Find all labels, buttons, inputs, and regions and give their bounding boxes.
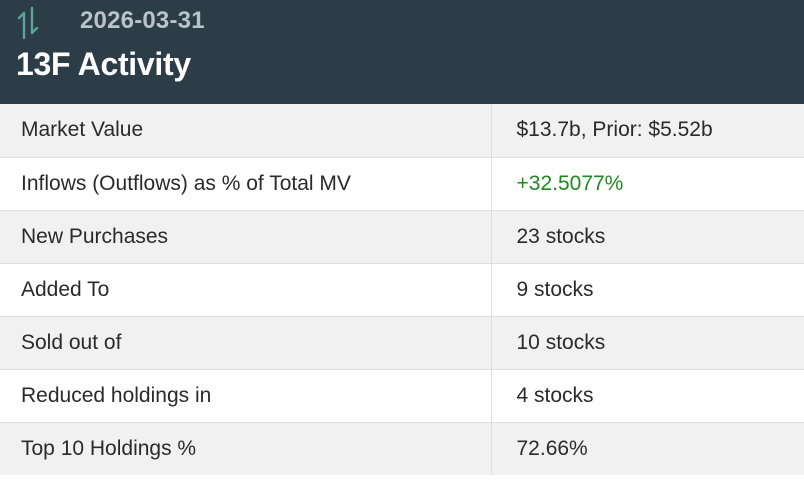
row-value: 9 stocks (491, 263, 804, 317)
row-label: Reduced holdings in (0, 369, 492, 423)
row-label: Sold out of (0, 316, 492, 370)
row-value: 72.66% (491, 422, 804, 475)
row-label: Inflows (Outflows) as % of Total MV (0, 157, 492, 211)
report-date: 2026-03-31 (80, 7, 205, 34)
row-value: 23 stocks (491, 210, 804, 264)
table-row: New Purchases 23 stocks (0, 210, 804, 264)
row-label: Top 10 Holdings % (0, 422, 492, 475)
table-row: Reduced holdings in 4 stocks (0, 369, 804, 423)
row-value: 10 stocks (491, 316, 804, 370)
row-value: 4 stocks (491, 369, 804, 423)
table-row: Added To 9 stocks (0, 263, 804, 317)
row-value: $13.7b, Prior: $5.52b (491, 104, 804, 158)
row-label: New Purchases (0, 210, 492, 264)
table-row: Market Value $13.7b, Prior: $5.52b (0, 104, 804, 158)
table-row: Inflows (Outflows) as % of Total MV +32.… (0, 157, 804, 211)
activity-table: Market Value $13.7b, Prior: $5.52b Inflo… (0, 104, 804, 475)
panel-header: 2026-03-31 13F Activity (0, 0, 804, 104)
row-label: Market Value (0, 104, 492, 158)
table-row: Sold out of 10 stocks (0, 316, 804, 370)
row-label: Added To (0, 263, 492, 317)
row-value: +32.5077% (491, 157, 804, 211)
up-down-arrows-icon (17, 6, 39, 40)
panel-title: 13F Activity (16, 46, 191, 82)
table-row: Top 10 Holdings % 72.66% (0, 422, 804, 475)
